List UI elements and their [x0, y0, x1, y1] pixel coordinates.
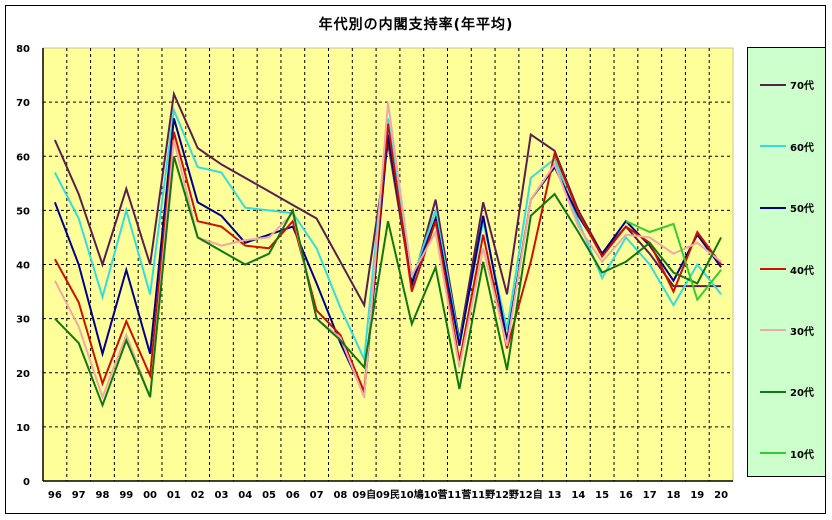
x-tick-label: 03: [214, 490, 228, 501]
legend-item: 70代: [760, 78, 814, 92]
legend-item: 30代: [760, 323, 814, 338]
x-tick-label: 12野: [495, 489, 519, 501]
x-tick-label: 20: [714, 490, 728, 501]
legend-label: 40代: [790, 265, 814, 277]
legend-label: 20代: [790, 388, 814, 400]
x-tick-label: 14: [571, 490, 585, 501]
x-tick-label: 05: [262, 490, 276, 501]
y-tick-label: 60: [16, 152, 30, 163]
legend-swatch: [760, 390, 786, 393]
y-tick-label: 40: [16, 261, 30, 272]
x-tick-label: 96: [48, 490, 62, 501]
x-tick-label: 04: [238, 490, 252, 501]
y-tick-label: 70: [16, 98, 30, 109]
y-tick-label: 20: [16, 369, 30, 380]
chart-title: 年代別の内閣支持率(年平均): [318, 17, 514, 33]
legend-swatch: [760, 206, 786, 209]
series-line-60代: [54, 106, 722, 363]
x-tick-label: 13: [548, 490, 562, 501]
x-tick-label: 12自: [519, 488, 543, 501]
legend-item: 50代: [760, 201, 814, 215]
x-tick-label: 98: [96, 490, 110, 501]
y-tick-label: 80: [16, 44, 30, 55]
legend-label: 30代: [790, 326, 814, 338]
x-tick-label: 99: [119, 490, 133, 501]
y-tick-label: 50: [16, 206, 30, 217]
x-tick-label: 11野: [471, 489, 495, 501]
x-tick-label: 01: [167, 490, 181, 501]
series-line-30代: [54, 101, 722, 401]
series-line-40代: [54, 123, 722, 393]
legend-swatch: [760, 145, 786, 148]
x-tick-label: 10菅: [424, 488, 448, 501]
legend-label: 50代: [790, 204, 814, 216]
legend-item: 20代: [760, 385, 814, 399]
legend-label: 10代: [790, 449, 814, 461]
y-tick-label: 10: [16, 423, 30, 434]
legend-label: 70代: [790, 81, 814, 93]
x-tick-label: 17: [643, 490, 657, 501]
series-line-10代: [625, 220, 722, 302]
x-tick-label: 09民: [376, 489, 400, 501]
y-tick-label: 0: [23, 477, 30, 488]
x-tick-label: 11菅: [447, 488, 471, 501]
x-tick-label: 16: [619, 490, 633, 501]
x-tick-label: 00: [143, 490, 157, 501]
x-tick-label: 19: [690, 490, 704, 501]
x-tick-label: 02: [191, 490, 205, 501]
legend-swatch: [760, 83, 786, 86]
x-tick-label: 18: [667, 490, 681, 501]
x-tick-label: 97: [72, 490, 86, 501]
x-tick-label: 10鳩: [400, 488, 424, 501]
series-line-20代: [54, 156, 722, 409]
legend-swatch: [760, 268, 786, 270]
legend-item: 40代: [760, 262, 814, 277]
x-tick-label: 09自: [352, 488, 376, 501]
legend-item: 60代: [760, 139, 814, 154]
legend-label: 60代: [790, 142, 814, 154]
x-tick-label: 15: [595, 490, 609, 501]
x-tick-label: 07: [310, 490, 324, 501]
legend-swatch: [760, 329, 786, 332]
x-tick-label: 08: [333, 490, 347, 501]
legend-swatch: [760, 452, 786, 455]
chart-legend: 70代 60代 50代 40代 30代 20代 10代: [747, 47, 826, 477]
y-tick-label: 30: [16, 315, 30, 326]
legend-item: 10代: [760, 446, 814, 461]
x-tick-label: 06: [286, 490, 300, 501]
